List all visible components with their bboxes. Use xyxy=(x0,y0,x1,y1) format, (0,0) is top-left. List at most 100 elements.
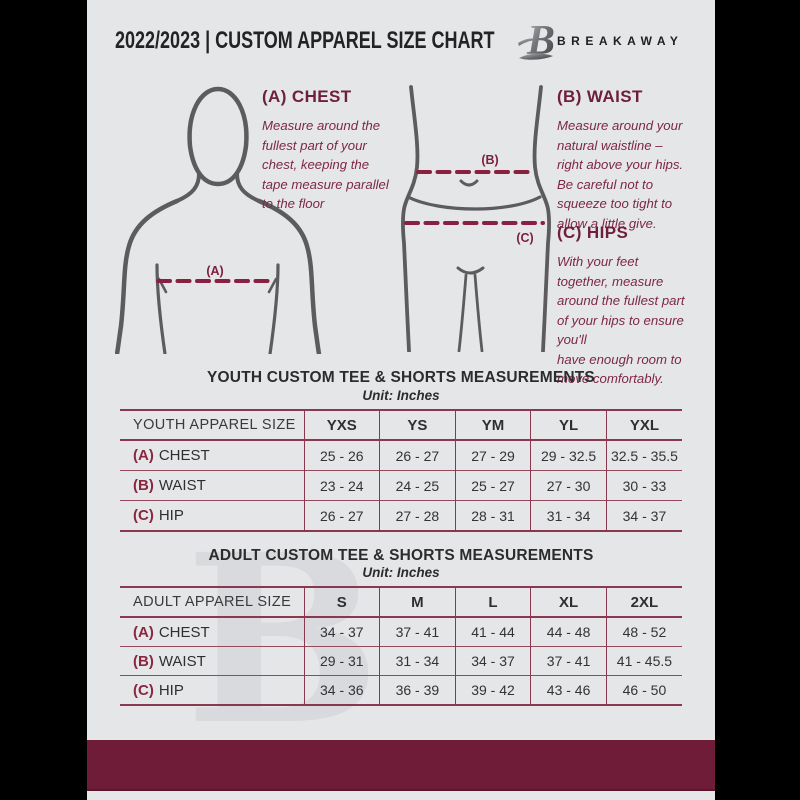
value-cell: 28 - 31 xyxy=(454,500,531,531)
table-row: (C) HIP 34 - 36 36 - 39 39 - 42 43 - 46 4… xyxy=(120,675,682,705)
value-cell: 29 - 32.5 xyxy=(530,440,607,471)
row-label-cell: (B) WAIST xyxy=(120,646,304,676)
chest-marker-label: (A) xyxy=(206,264,223,278)
hips-marker-label: (C) xyxy=(516,231,533,245)
youth-section-title: YOUTH CUSTOM TEE & SHORTS MEASUREMENTS xyxy=(207,369,595,386)
value-cell: 41 - 44 xyxy=(454,617,531,647)
row-label-cell: (C) HIP xyxy=(120,500,304,531)
row-label: HIP xyxy=(158,681,184,699)
value-cell: 46 - 50 xyxy=(605,675,682,705)
brand-name: BREAKAWAY xyxy=(557,34,684,48)
hips-guide: (C) HIPS With your feet together, measur… xyxy=(557,223,719,389)
value-cell: 34 - 37 xyxy=(303,617,380,647)
size-header-cell: YXL xyxy=(605,410,682,441)
row-key: (C) xyxy=(133,507,154,524)
adult-unit-label: Unit: Inches xyxy=(362,565,440,580)
torso-diagram: (A) xyxy=(114,86,345,359)
row-key: (B) xyxy=(133,477,154,494)
size-header-cell: YM xyxy=(454,410,531,441)
adult-size-table: ADULT APPAREL SIZE S M L XL 2XL (A) CHEST… xyxy=(120,586,682,706)
value-cell: 27 - 29 xyxy=(454,440,531,471)
table-row: (A) CHEST 34 - 37 37 - 41 41 - 44 44 - 48… xyxy=(120,617,682,647)
chart-sheet: B 2022/2023 | CUSTOM APPAREL SIZE CHART … xyxy=(87,0,715,800)
size-header-cell: M xyxy=(379,587,456,618)
row-label-cell: (A) CHEST xyxy=(120,617,304,647)
hips-instructions: With your feet together, measure around … xyxy=(557,254,685,387)
value-cell: 36 - 39 xyxy=(379,675,456,705)
row-label-cell: (C) HIP xyxy=(120,675,304,705)
page-title: 2022/2023 | CUSTOM APPAREL SIZE CHART xyxy=(115,27,495,54)
size-header-cell: XL xyxy=(530,587,607,618)
table-header-row: YOUTH APPAREL SIZE YXS YS YM YL YXL xyxy=(120,410,682,441)
inner-leg-right xyxy=(473,273,484,353)
waist-guide: (B) WAIST Measure around your natural wa… xyxy=(557,87,719,233)
value-cell: 43 - 46 xyxy=(530,675,607,705)
value-cell: 29 - 31 xyxy=(303,646,380,676)
inner-leg-left xyxy=(457,273,468,353)
value-cell: 39 - 42 xyxy=(454,675,531,705)
value-cell: 32.5 - 35.5 xyxy=(605,440,682,471)
side-right xyxy=(268,263,280,356)
table-header-row: ADULT APPAREL SIZE S M L XL 2XL xyxy=(120,587,682,618)
size-header-cell: YXS xyxy=(303,410,380,441)
value-cell: 25 - 26 xyxy=(303,440,380,471)
table-row: (B) WAIST 23 - 24 24 - 25 25 - 27 27 - 30… xyxy=(120,470,682,501)
row-key: (B) xyxy=(133,652,154,670)
neck-right xyxy=(235,172,261,203)
size-header-cell: L xyxy=(454,587,531,618)
value-cell: 26 - 27 xyxy=(379,440,456,471)
hip-crease xyxy=(406,195,542,211)
armpit-tick-right xyxy=(267,277,278,294)
row-label: WAIST xyxy=(158,477,206,494)
value-cell: 37 - 41 xyxy=(379,617,456,647)
size-header-cell: YL xyxy=(530,410,607,441)
youth-unit-label: Unit: Inches xyxy=(362,388,440,403)
footer-accent-bar xyxy=(87,740,715,791)
crotch-crease xyxy=(456,266,485,275)
size-header-cell: YS xyxy=(379,410,456,441)
breakaway-logo-icon: B xyxy=(517,16,557,67)
neck-left xyxy=(175,172,201,203)
waist-marker-label: (B) xyxy=(481,153,498,167)
row-label: CHEST xyxy=(158,447,210,464)
body-right xyxy=(532,85,552,353)
row-key: (C) xyxy=(133,681,154,699)
value-cell: 23 - 24 xyxy=(303,470,380,501)
adult-section-title: ADULT CUSTOM TEE & SHORTS MEASUREMENTS xyxy=(208,547,594,564)
row-key: (A) xyxy=(133,447,154,464)
waist-instructions: Measure around your natural waistline – … xyxy=(557,118,684,231)
hips-diagram: (B) (C) xyxy=(395,85,555,357)
row-label: HIP xyxy=(158,507,184,524)
arm-left xyxy=(114,198,180,357)
value-cell: 27 - 30 xyxy=(530,470,607,501)
value-cell: 31 - 34 xyxy=(530,500,607,531)
table-row: (C) HIP 26 - 27 27 - 28 28 - 31 31 - 34 3… xyxy=(120,500,682,531)
value-cell: 34 - 37 xyxy=(605,500,682,531)
row-label-cell: (B) WAIST xyxy=(120,470,304,501)
value-cell: 26 - 27 xyxy=(303,500,380,531)
value-cell: 25 - 27 xyxy=(454,470,531,501)
value-cell: 37 - 41 xyxy=(530,646,607,676)
row-key: (A) xyxy=(133,623,154,641)
waist-heading: (B) WAIST xyxy=(557,87,643,106)
value-cell: 27 - 28 xyxy=(379,500,456,531)
value-cell: 24 - 25 xyxy=(379,470,456,501)
chest-instructions: Measure around the fullest part of your … xyxy=(262,118,389,212)
size-label-header: ADULT APPAREL SIZE xyxy=(120,587,304,618)
value-cell: 48 - 52 xyxy=(605,617,682,647)
size-header-cell: S xyxy=(303,587,380,618)
row-label: CHEST xyxy=(158,623,210,641)
youth-size-table: YOUTH APPAREL SIZE YXS YS YM YL YXL (A) C… xyxy=(120,409,682,532)
chest-heading: (A) CHEST xyxy=(262,87,352,106)
value-cell: 31 - 34 xyxy=(379,646,456,676)
table-row: (B) WAIST 29 - 31 31 - 34 34 - 37 37 - 41… xyxy=(120,646,682,676)
row-label: WAIST xyxy=(158,652,206,670)
hips-heading: (C) HIPS xyxy=(557,223,629,242)
arm-right xyxy=(256,198,322,357)
value-cell: 34 - 36 xyxy=(303,675,380,705)
value-cell: 41 - 45.5 xyxy=(605,646,682,676)
table-row: (A) CHEST 25 - 26 26 - 27 27 - 29 29 - 32… xyxy=(120,440,682,471)
row-label-cell: (A) CHEST xyxy=(120,440,304,471)
value-cell: 44 - 48 xyxy=(530,617,607,647)
